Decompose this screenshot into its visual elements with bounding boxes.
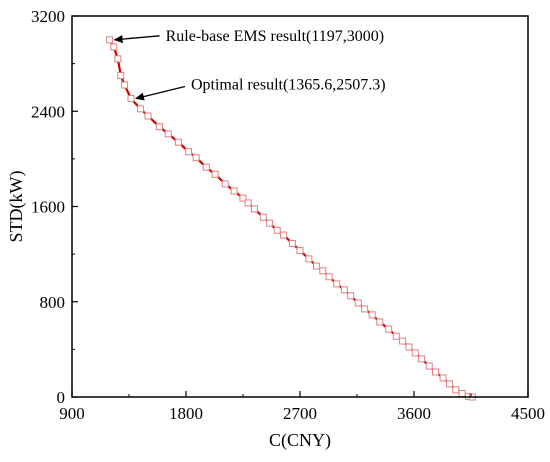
plot-area bbox=[106, 36, 476, 401]
annotation-arrow-1 bbox=[135, 85, 186, 101]
data-point bbox=[127, 94, 135, 102]
data-point bbox=[185, 148, 193, 156]
annotation-arrow-0 bbox=[113, 35, 160, 44]
data-point bbox=[244, 199, 252, 207]
data-point bbox=[155, 123, 163, 131]
data-point bbox=[411, 349, 419, 357]
data-point bbox=[296, 247, 304, 255]
data-point bbox=[347, 292, 355, 300]
data-point bbox=[361, 305, 369, 313]
data-point bbox=[121, 81, 129, 89]
data-point bbox=[288, 239, 296, 247]
data-point bbox=[385, 325, 393, 333]
data-point bbox=[221, 180, 229, 188]
data-point bbox=[211, 170, 219, 178]
data-point bbox=[305, 255, 313, 263]
plot-frame bbox=[71, 15, 529, 398]
data-point bbox=[230, 187, 238, 195]
x-tick-label: 1800 bbox=[169, 404, 203, 423]
y-tick-label: 3200 bbox=[31, 7, 65, 26]
data-point bbox=[392, 332, 400, 340]
y-axis-label: STD(kW) bbox=[6, 171, 27, 243]
data-point bbox=[452, 386, 460, 394]
data-point bbox=[266, 219, 274, 227]
data-point bbox=[432, 368, 440, 376]
data-point bbox=[144, 112, 152, 120]
data-point bbox=[319, 267, 327, 275]
data-point bbox=[273, 226, 281, 234]
data-point bbox=[280, 231, 288, 239]
annotation-label-0: Rule-base EMS result(1197,3000) bbox=[166, 28, 384, 45]
data-point bbox=[164, 130, 172, 138]
data-point bbox=[136, 105, 144, 113]
y-tick-label: 0 bbox=[57, 388, 66, 407]
data-point bbox=[259, 213, 267, 221]
data-point bbox=[106, 36, 114, 44]
y-tick-label: 800 bbox=[40, 293, 66, 312]
data-point bbox=[174, 138, 182, 146]
x-tick-label: 900 bbox=[59, 404, 85, 423]
data-point bbox=[439, 374, 447, 382]
data-point bbox=[425, 362, 433, 370]
data-point bbox=[458, 389, 466, 397]
data-point bbox=[110, 43, 118, 51]
data-point bbox=[239, 194, 247, 202]
data-point bbox=[333, 280, 341, 288]
data-point bbox=[325, 273, 333, 281]
data-point bbox=[418, 355, 426, 363]
data-point bbox=[405, 343, 413, 351]
data-point bbox=[354, 299, 362, 307]
x-tick-label: 3600 bbox=[397, 404, 431, 423]
x-tick-label: 2700 bbox=[283, 404, 317, 423]
data-point bbox=[312, 262, 320, 270]
data-point bbox=[376, 318, 384, 326]
data-point bbox=[250, 205, 258, 213]
data-point bbox=[445, 380, 453, 388]
data-point bbox=[192, 154, 200, 162]
y-tick-label: 2400 bbox=[31, 102, 65, 121]
annotations: Rule-base EMS result(1197,3000) Optimal r… bbox=[113, 28, 386, 101]
annotation-label-1: Optimal result(1365.6,2507.3) bbox=[191, 76, 386, 93]
data-point bbox=[368, 311, 376, 319]
axis-ticks: 900 1800 2700 3600 4500 0 800 1600 2400 3200 bbox=[31, 7, 545, 423]
data-point bbox=[399, 337, 407, 345]
data-point bbox=[340, 286, 348, 294]
x-axis-label: C(CNY) bbox=[269, 430, 331, 451]
data-point bbox=[202, 163, 210, 171]
y-tick-label: 1600 bbox=[31, 198, 65, 217]
data-point bbox=[114, 55, 122, 63]
x-tick-label: 4500 bbox=[511, 404, 545, 423]
data-point bbox=[117, 72, 125, 80]
